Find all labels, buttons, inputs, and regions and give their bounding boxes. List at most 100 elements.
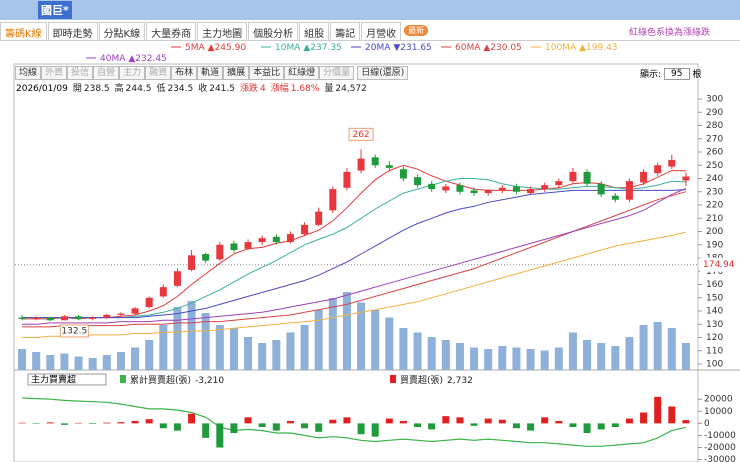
info-value: 1.68%	[291, 84, 320, 94]
y-tick-label: 100	[706, 360, 723, 370]
net-bar	[188, 413, 196, 424]
candle-body	[188, 255, 196, 270]
y-tick-label: 280	[706, 121, 723, 131]
y-tick-label: 220	[706, 201, 723, 211]
volume-bar	[427, 337, 436, 370]
info-label: 量	[324, 83, 333, 94]
info-label: 漲跌	[240, 83, 258, 94]
cumulative-line	[22, 397, 687, 447]
net-bar	[89, 423, 97, 424]
ma-line	[22, 188, 687, 325]
tool-button[interactable]: 均線	[15, 66, 42, 80]
color-toggle[interactable]: 紅綠色系換為漲綠跌	[628, 28, 710, 38]
y-tick-label: 290	[706, 108, 723, 118]
tab[interactable]: 籌碼K線	[0, 22, 47, 40]
tool-button[interactable]: 布林	[171, 66, 198, 80]
y2-tick-label: -30000	[704, 455, 736, 462]
net-bar	[484, 418, 492, 424]
volume-bar	[74, 356, 83, 370]
candle-body	[117, 313, 125, 315]
legend-name: 累計買賣超(張)	[130, 374, 191, 386]
volume-bar	[484, 349, 493, 370]
net-bar	[216, 423, 224, 448]
net-bar	[230, 423, 238, 434]
candle-body	[357, 158, 365, 171]
volume-bar	[611, 346, 620, 370]
candle-body	[541, 185, 549, 190]
tab[interactable]: 主力地圖	[197, 22, 248, 40]
candle-body	[46, 317, 54, 321]
volume-bar	[187, 301, 196, 370]
net-bar	[131, 420, 139, 424]
volume-bar	[667, 328, 676, 370]
volume-bar	[314, 310, 323, 370]
tab[interactable]: 組股	[299, 22, 330, 40]
toolbar: 均線 外資 投信 自營 主力 融資 布林 軌道 擴展 本益比 紅綠燈 分價量 日線(還原)	[15, 66, 409, 80]
tool-button[interactable]: 外資	[41, 66, 68, 80]
tab[interactable]: 即時走勢	[47, 22, 98, 40]
tool-button[interactable]: 本益比	[249, 66, 285, 80]
tab[interactable]: 分點K線	[98, 22, 146, 40]
volume-bar	[681, 343, 690, 370]
volume-bar	[46, 355, 55, 370]
net-bar	[654, 396, 662, 424]
tab[interactable]: 個股分析	[248, 22, 299, 40]
volume-bar	[102, 355, 111, 370]
info-value: 241.5	[209, 84, 235, 94]
period-select[interactable]: 日線(還原)	[357, 66, 409, 80]
legend-value: 2,732	[447, 376, 473, 386]
tool-button[interactable]: 主力	[119, 66, 146, 80]
tool-button[interactable]: 擴展	[223, 66, 250, 80]
tool-button[interactable]: 自營	[93, 66, 120, 80]
candle-body	[216, 244, 224, 260]
legend-label: 累計買賣超(張) -3,210	[130, 374, 224, 386]
tool-button[interactable]: 分價量	[319, 66, 355, 80]
legend-label: 5MA ▲245.90	[185, 43, 246, 53]
net-bar	[682, 420, 690, 424]
legend-value: ▼231.65	[393, 43, 431, 53]
y-tick-label: 240	[706, 174, 723, 184]
display-input[interactable]: 95	[664, 67, 690, 80]
tab[interactable]: 籌記	[330, 22, 361, 40]
legend-label: 60MA ▲230.05	[455, 43, 522, 53]
net-bar	[343, 417, 351, 424]
new-badge: 最新	[404, 25, 429, 36]
tab[interactable]: 月營收	[361, 22, 402, 40]
volume-bar	[88, 358, 97, 370]
candle-body	[569, 171, 577, 182]
y-tick-label: 250	[706, 161, 723, 171]
tool-button[interactable]: 紅綠燈	[284, 66, 320, 80]
legend-value: ▲199.43	[579, 43, 617, 53]
candle-body	[329, 189, 337, 211]
volume-bar	[32, 352, 41, 370]
tool-button[interactable]: 融資	[145, 66, 172, 80]
tab[interactable]: 大量券商	[146, 22, 197, 40]
volume-bar	[328, 298, 337, 370]
candle-body	[244, 242, 252, 249]
candle-body	[145, 297, 153, 308]
indicator-select	[27, 373, 107, 386]
net-bar	[569, 423, 577, 427]
ma-line	[22, 178, 686, 319]
tool-button[interactable]: 軌道	[197, 66, 224, 80]
candle-body	[159, 287, 167, 297]
candle-body	[428, 183, 436, 190]
legend-value: ▲237.35	[303, 43, 341, 53]
y-tick-label: 260	[706, 148, 723, 158]
reference-label: 174.94	[703, 260, 735, 270]
net-bar	[414, 423, 422, 427]
y-tick-label: 230	[706, 187, 723, 197]
header: 國巨*	[0, 0, 740, 20]
tool-button[interactable]: 投信	[67, 66, 94, 80]
candle-body	[89, 317, 97, 319]
net-bar	[103, 422, 111, 424]
volume-bar	[201, 313, 210, 370]
info-label: 低	[156, 82, 165, 94]
max-label: 262	[352, 130, 369, 140]
candle-body	[555, 181, 563, 186]
net-bar	[470, 423, 478, 426]
legend-name: 20MA	[365, 43, 391, 53]
volume-bar	[116, 352, 125, 370]
